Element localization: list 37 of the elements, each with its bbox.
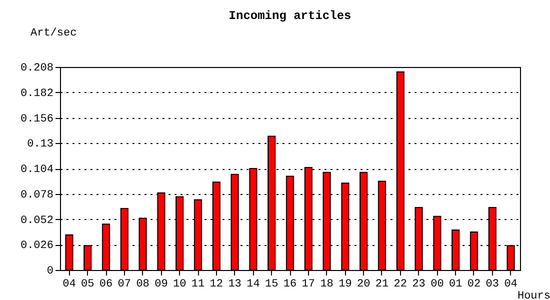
x-tick-label: 19 xyxy=(338,278,352,290)
x-tick-label: 07 xyxy=(118,278,131,290)
y-axis-title: Art/sec xyxy=(30,28,77,40)
x-tick-label: 05 xyxy=(81,278,94,290)
y-tick-label: 0 xyxy=(46,266,54,278)
x-tick-label: 10 xyxy=(173,278,186,290)
x-tick-label: 14 xyxy=(246,278,260,290)
x-tick-label: 18 xyxy=(320,278,334,290)
y-tick-label: 0.052 xyxy=(20,214,54,227)
x-tick-label: 17 xyxy=(302,278,315,290)
x-tick-label: 04 xyxy=(504,278,518,290)
x-tick-label: 06 xyxy=(99,278,113,290)
x-tick-label: 20 xyxy=(357,278,370,290)
x-axis-title: Hours xyxy=(517,290,550,300)
x-tick-label: 15 xyxy=(265,278,278,290)
y-tick-label: 0.026 xyxy=(20,240,54,252)
chart-title: Incoming articles xyxy=(228,9,352,23)
x-tick-label: 12 xyxy=(210,278,223,290)
y-tick-label: 0.208 xyxy=(20,62,54,74)
x-tick-label: 16 xyxy=(283,278,297,290)
x-tick-label: 03 xyxy=(486,278,499,290)
y-tick-label: 0.078 xyxy=(20,189,54,202)
x-tick-label: 13 xyxy=(228,278,242,290)
x-tick-label: 11 xyxy=(191,278,205,290)
x-tick-label: 09 xyxy=(154,278,168,290)
y-tick-label: 0.13 xyxy=(27,138,54,151)
x-tick-label: 23 xyxy=(412,278,426,290)
y-tick-label: 0.156 xyxy=(20,113,54,126)
x-tick-label: 08 xyxy=(136,278,150,290)
x-tick-label: 02 xyxy=(467,278,481,290)
y-tick-label: 0.104 xyxy=(20,164,54,176)
x-tick-label: 22 xyxy=(394,278,407,290)
y-tick-label: 0.182 xyxy=(20,88,54,100)
x-tick-label: 00 xyxy=(430,278,444,290)
x-tick-label: 04 xyxy=(62,278,76,290)
x-tick-label: 01 xyxy=(449,278,463,290)
x-tick-label: 21 xyxy=(375,278,389,290)
